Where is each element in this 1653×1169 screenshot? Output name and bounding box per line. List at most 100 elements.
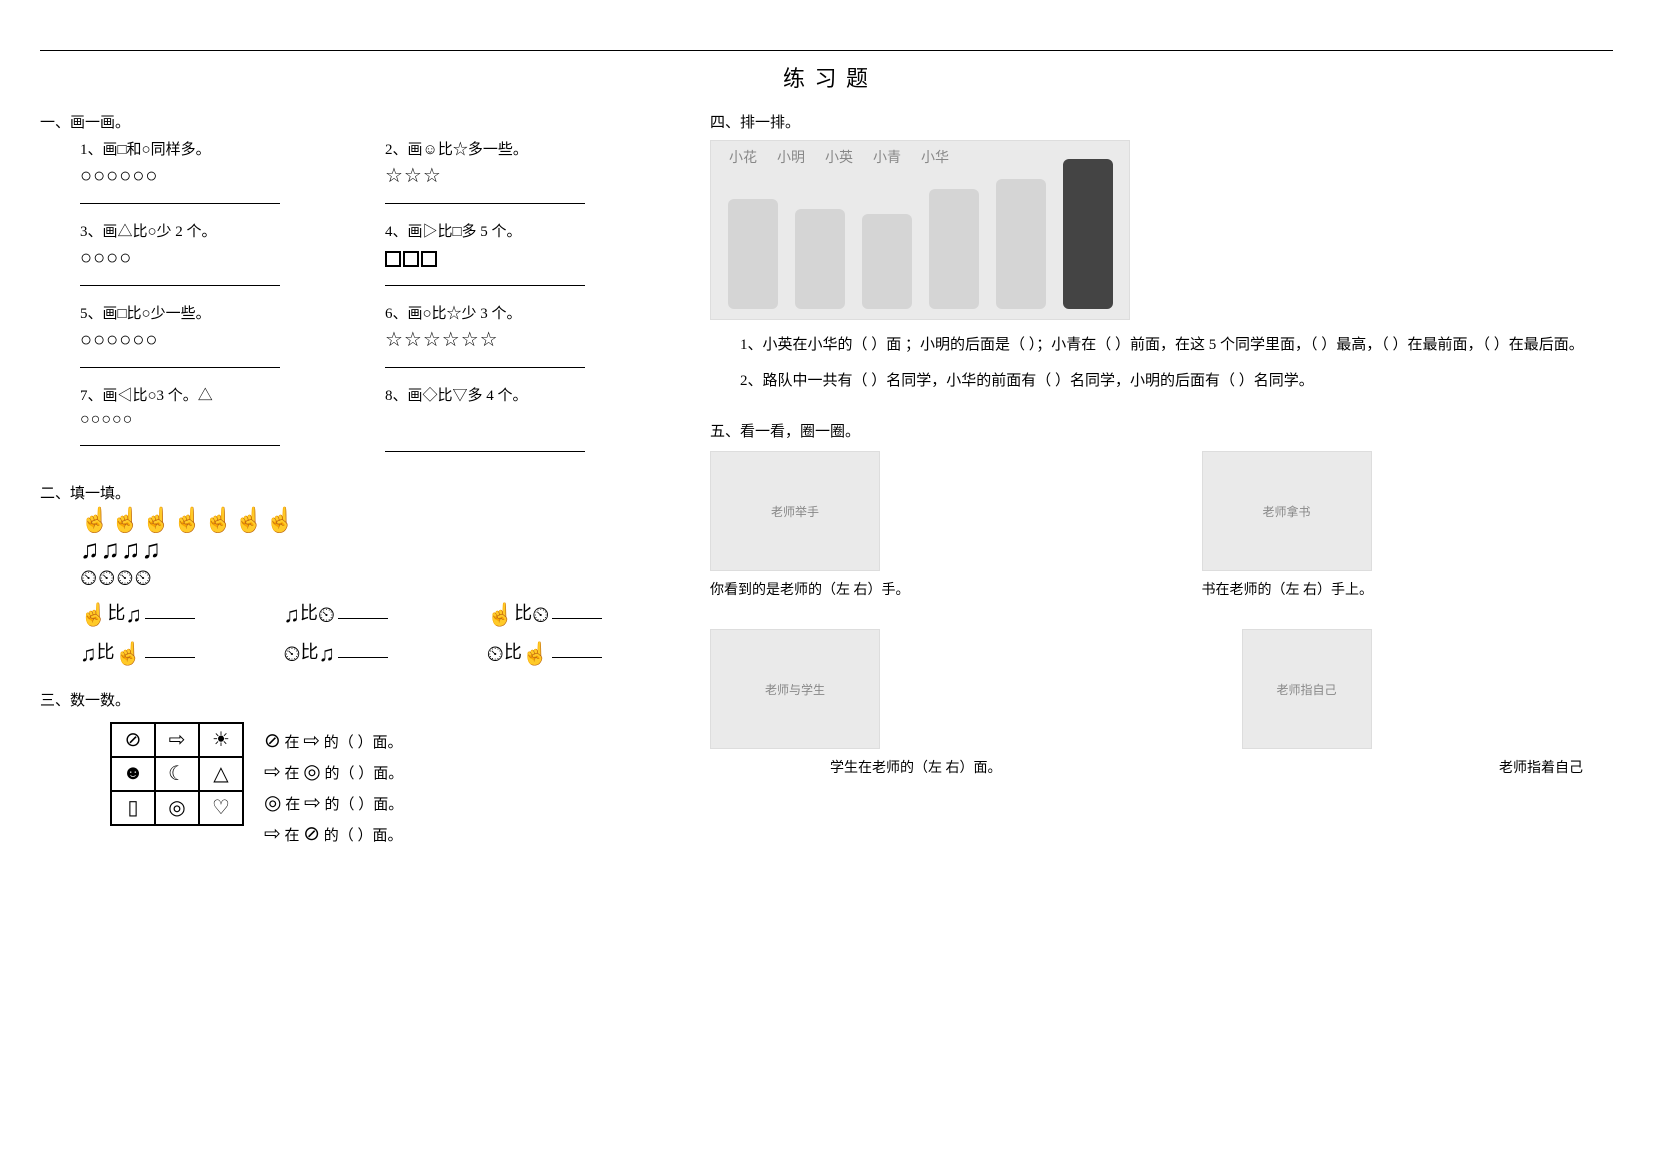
name-label: 小青 bbox=[873, 147, 901, 167]
grid-cell: ◎ bbox=[155, 791, 199, 825]
s5-cap-1: 你看到的是老师的（左 右）手。 bbox=[710, 579, 1122, 599]
s1-q7: 7、画◁比○3 个。△ ○○○○○ bbox=[80, 384, 355, 462]
teacher-figure bbox=[1063, 159, 1113, 309]
s2-row-note: ♫♫♫♫ bbox=[80, 537, 660, 563]
name-label: 小花 bbox=[729, 147, 757, 167]
blank bbox=[145, 644, 195, 658]
s4-lineup-image: 小花 小明 小英 小青 小华 bbox=[710, 140, 1130, 320]
s1-q6: 6、画○比☆少 3 个。 ☆☆☆☆☆☆ bbox=[385, 302, 660, 378]
s1-body: 1、画□和○同样多。 ○○○○○○ 2、画☺比☆多一些。 ☆☆☆ 3、画△比○少… bbox=[40, 138, 660, 462]
s1-q2: 2、画☺比☆多一些。 ☆☆☆ bbox=[385, 138, 660, 214]
right-column: 四、排一排。 小花 小明 小英 小青 小华 1、小英在小 bbox=[710, 101, 1613, 852]
s2-cmp-a: ☝比♫ bbox=[80, 599, 253, 628]
s5-grid: 老师举手 你看到的是老师的（左 右）手。 老师拿书 书在老师的（左 右）手上。 … bbox=[710, 451, 1613, 777]
teacher-hand-image: 老师举手 bbox=[710, 451, 880, 571]
blank bbox=[552, 644, 602, 658]
s1-q7-prompt: 7、画◁比○3 个。△ bbox=[80, 384, 355, 408]
s4-heading: 四、排一排。 bbox=[710, 111, 1613, 132]
s5-cap-4: 老师指着自己 bbox=[1202, 757, 1614, 777]
blank bbox=[552, 605, 602, 619]
left-column: 一、画一画。 1、画□和○同样多。 ○○○○○○ 2、画☺比☆多一些。 ☆☆☆ bbox=[40, 101, 660, 852]
s3-line-3: ◎ 在 ⇨ 的（ ）面。 bbox=[264, 790, 660, 815]
teacher-pointing-image: 老师指自己 bbox=[1242, 629, 1372, 749]
grid-cell: ☻ bbox=[111, 757, 155, 791]
name-label: 小英 bbox=[825, 147, 853, 167]
s1-q1-shapes: ○○○○○○ bbox=[80, 166, 355, 186]
grid-cell: ☾ bbox=[155, 757, 199, 791]
s3-grid: ⊘ ⇨ ☀ ☻ ☾ △ ▯ ◎ ♡ bbox=[110, 722, 244, 826]
s2-heading: 二、填一填。 bbox=[40, 482, 660, 503]
s1-q4: 4、画▷比□多 5 个。 bbox=[385, 220, 660, 296]
s1-q5-shapes: ○○○○○○ bbox=[80, 330, 355, 350]
s5-heading: 五、看一看，圈一圈。 bbox=[710, 420, 1613, 441]
s1-q4-shapes bbox=[385, 248, 660, 268]
s4-p2: 2、路队中一共有（ ）名同学，小华的前面有（ ）名同学，小明的后面有（ ）名同学… bbox=[710, 366, 1613, 396]
student-figure bbox=[929, 189, 979, 309]
s1-q2-shapes: ☆☆☆ bbox=[385, 166, 660, 186]
grid-cell: ☀ bbox=[199, 723, 243, 757]
s2-compare-grid: ☝比♫ ♫比⏲ ☝比⏲ ♫比☝ ⏲比♫ ⏲比☝ bbox=[80, 597, 660, 669]
answer-line bbox=[80, 444, 280, 446]
s3-statements: ⊘ 在 ⇨ 的（ ）面。 ⇨ 在 ◎ 的（ ）面。 ◎ 在 ⇨ 的（ ）面。 ⇨… bbox=[264, 716, 660, 852]
name-label: 小明 bbox=[777, 147, 805, 167]
s1-q4-prompt: 4、画▷比□多 5 个。 bbox=[385, 220, 660, 244]
s4-name-labels: 小花 小明 小英 小青 小华 bbox=[729, 147, 949, 167]
two-column-layout: 一、画一画。 1、画□和○同样多。 ○○○○○○ 2、画☺比☆多一些。 ☆☆☆ bbox=[40, 101, 1613, 852]
s5-cell-2: 老师拿书 书在老师的（左 右）手上。 bbox=[1202, 451, 1614, 599]
s1-q6-shapes: ☆☆☆☆☆☆ bbox=[385, 330, 660, 350]
grid-cell: ♡ bbox=[199, 791, 243, 825]
s1-q1: 1、画□和○同样多。 ○○○○○○ bbox=[80, 138, 355, 214]
grid-cell: ⊘ bbox=[111, 723, 155, 757]
s1-q8-prompt: 8、画◇比▽多 4 个。 bbox=[385, 384, 660, 408]
s3-body: ⊘ ⇨ ☀ ☻ ☾ △ ▯ ◎ ♡ ⊘ 在 ⇨ 的（ ）面。 ⇨ 在 ◎ 的（ … bbox=[40, 716, 660, 852]
s5-cap-2: 书在老师的（左 右）手上。 bbox=[1202, 579, 1614, 599]
s1-q8: 8、画◇比▽多 4 个。 bbox=[385, 384, 660, 462]
blank bbox=[338, 605, 388, 619]
answer-line bbox=[80, 202, 280, 204]
s5-cell-1: 老师举手 你看到的是老师的（左 右）手。 bbox=[710, 451, 1122, 599]
grid-cell: △ bbox=[199, 757, 243, 791]
s2-cmp-f: ⏲比☝ bbox=[487, 638, 660, 667]
s3-heading: 三、数一数。 bbox=[40, 689, 660, 710]
s1-q3-prompt: 3、画△比○少 2 个。 bbox=[80, 220, 355, 244]
teacher-book-image: 老师拿书 bbox=[1202, 451, 1372, 571]
s4-p1: 1、小英在小华的（ ）面 ；小明的后面是（ ）；小青在（ ）前面，在这 5 个同… bbox=[710, 330, 1613, 360]
s2-body: ☝☝☝☝☝☝☝ ♫♫♫♫ ⏲⏲⏲⏲ ☝比♫ ♫比⏲ ☝比⏲ ♫比☝ ⏲比♫ ⏲比… bbox=[40, 509, 660, 669]
s2-cmp-d: ♫比☝ bbox=[80, 638, 253, 667]
grid-cell: ▯ bbox=[111, 791, 155, 825]
s1-q7-shapes: ○○○○○ bbox=[80, 412, 355, 428]
student-figure bbox=[862, 214, 912, 309]
answer-line bbox=[385, 284, 585, 286]
s1-q3-shapes: ○○○○ bbox=[80, 248, 355, 268]
student-figure bbox=[728, 199, 778, 309]
answer-line bbox=[385, 202, 585, 204]
s5-cell-3: 老师与学生 学生在老师的（左 右）面。 bbox=[710, 629, 1122, 777]
teacher-student-image: 老师与学生 bbox=[710, 629, 880, 749]
answer-line bbox=[385, 450, 585, 452]
s2-cmp-b: ♫比⏲ bbox=[283, 599, 456, 628]
s3-line-2: ⇨ 在 ◎ 的（ ）面。 bbox=[264, 759, 660, 784]
s1-q5: 5、画□比○少一些。 ○○○○○○ bbox=[80, 302, 355, 378]
s1-heading: 一、画一画。 bbox=[40, 111, 660, 132]
s1-q3: 3、画△比○少 2 个。 ○○○○ bbox=[80, 220, 355, 296]
blank bbox=[338, 644, 388, 658]
s2-cmp-c: ☝比⏲ bbox=[487, 599, 660, 628]
s3-line-1: ⊘ 在 ⇨ 的（ ）面。 bbox=[264, 728, 660, 753]
answer-line bbox=[80, 284, 280, 286]
answer-line bbox=[80, 366, 280, 368]
s4-figures bbox=[711, 141, 1129, 319]
s2-row-clock: ⏲⏲⏲⏲ bbox=[80, 567, 660, 589]
spacer bbox=[385, 412, 660, 434]
s1-q1-prompt: 1、画□和○同样多。 bbox=[80, 138, 355, 162]
answer-line bbox=[385, 366, 585, 368]
s5-cell-4: 老师指自己 老师指着自己 bbox=[1202, 629, 1614, 777]
s5-cap-3: 学生在老师的（左 右）面。 bbox=[710, 757, 1122, 777]
s2-row-hand: ☝☝☝☝☝☝☝ bbox=[80, 509, 660, 533]
top-rule bbox=[40, 50, 1613, 51]
s1-q2-prompt: 2、画☺比☆多一些。 bbox=[385, 138, 660, 162]
grid-cell: ⇨ bbox=[155, 723, 199, 757]
s1-q5-prompt: 5、画□比○少一些。 bbox=[80, 302, 355, 326]
page-title: 练 习 题 bbox=[40, 61, 1613, 93]
student-figure bbox=[996, 179, 1046, 309]
blank bbox=[145, 605, 195, 619]
